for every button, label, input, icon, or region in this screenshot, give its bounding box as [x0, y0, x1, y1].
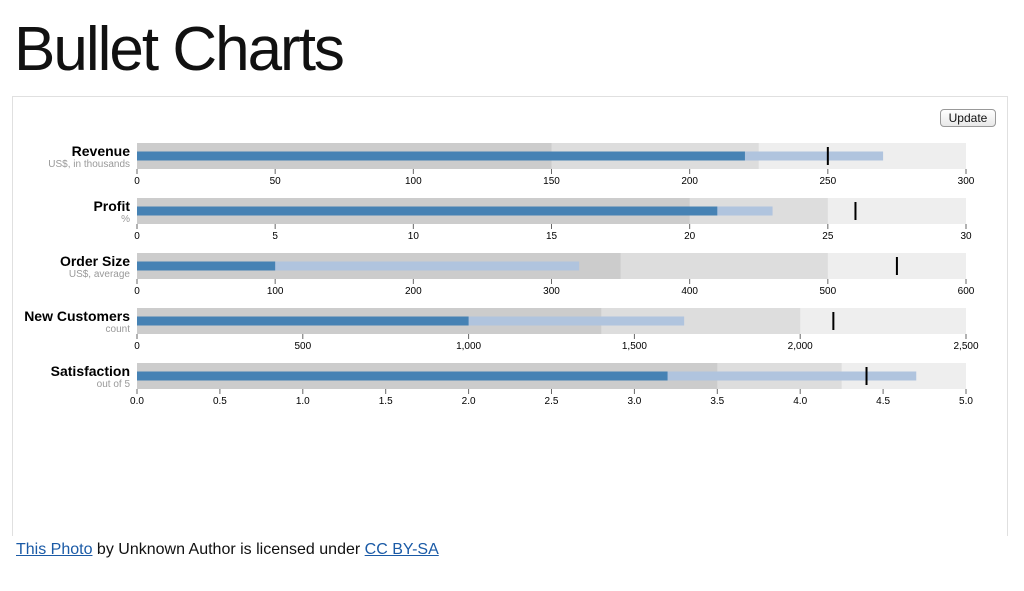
- satisfaction-tick-label: 0.0: [130, 396, 144, 407]
- order-size-measure-actual: [137, 261, 276, 271]
- satisfaction-measure-actual: [137, 371, 668, 381]
- profit-tick-label: 5: [272, 231, 278, 242]
- satisfaction-tick-label: 4.0: [793, 396, 807, 407]
- profit-measure-actual: [137, 206, 718, 216]
- satisfaction-subtitle: out of 5: [97, 379, 131, 390]
- new-customers-tick-label: 2,000: [788, 341, 813, 352]
- satisfaction-tick-label: 2.5: [545, 396, 559, 407]
- revenue-tick-label: 0: [134, 176, 140, 187]
- license-link[interactable]: CC BY-SA: [364, 541, 439, 558]
- order-size-tick-label: 600: [958, 286, 975, 297]
- new-customers-measure-actual: [137, 316, 469, 326]
- photo-link[interactable]: This Photo: [16, 541, 93, 558]
- new-customers-tick-label: 500: [294, 341, 311, 352]
- order-size-tick-label: 300: [543, 286, 560, 297]
- page-title: Bullet Charts: [14, 15, 345, 84]
- new-customers-tick-label: 1,500: [622, 341, 647, 352]
- order-size-tick-label: 400: [681, 286, 698, 297]
- order-size-subtitle: US$, average: [69, 269, 131, 280]
- revenue-measure-actual: [137, 151, 745, 161]
- new-customers-tick-label: 0: [134, 341, 140, 352]
- profit-tick-label: 0: [134, 231, 140, 242]
- profit-subtitle: %: [121, 214, 130, 225]
- revenue-tick-label: 100: [405, 176, 422, 187]
- profit-tick-label: 20: [684, 231, 696, 242]
- revenue-title: Revenue: [72, 143, 131, 159]
- order-size-tick-label: 100: [267, 286, 284, 297]
- credit-text: by Unknown Author is licensed under: [92, 541, 365, 558]
- order-size-title: Order Size: [60, 253, 130, 269]
- order-size-tick-label: 500: [819, 286, 836, 297]
- revenue-tick-label: 150: [543, 176, 560, 187]
- revenue-tick-label: 300: [958, 176, 975, 187]
- satisfaction-tick-label: 2.0: [462, 396, 476, 407]
- new-customers-tick-label: 2,500: [953, 341, 978, 352]
- new-customers-title: New Customers: [24, 308, 130, 324]
- image-credit: This Photo by Unknown Author is licensed…: [16, 541, 439, 559]
- order-size-tick-label: 0: [134, 286, 140, 297]
- new-customers-subtitle: count: [106, 324, 131, 335]
- profit-tick-label: 10: [408, 231, 420, 242]
- revenue-subtitle: US$, in thousands: [48, 159, 130, 170]
- satisfaction-tick-label: 4.5: [876, 396, 890, 407]
- profit-tick-label: 15: [546, 231, 558, 242]
- profit-tick-label: 25: [822, 231, 834, 242]
- satisfaction-tick-label: 5.0: [959, 396, 973, 407]
- satisfaction-tick-label: 1.5: [379, 396, 393, 407]
- order-size-measure-projected: [137, 261, 580, 271]
- satisfaction-tick-label: 3.0: [627, 396, 641, 407]
- satisfaction-tick-label: 1.0: [296, 396, 310, 407]
- profit-title: Profit: [93, 198, 130, 214]
- revenue-tick-label: 200: [681, 176, 698, 187]
- revenue-tick-label: 50: [270, 176, 282, 187]
- satisfaction-tick-label: 0.5: [213, 396, 227, 407]
- revenue-tick-label: 250: [819, 176, 836, 187]
- profit-tick-label: 30: [960, 231, 972, 242]
- new-customers-tick-label: 1,000: [456, 341, 481, 352]
- order-size-tick-label: 200: [405, 286, 422, 297]
- update-button[interactable]: Update: [940, 109, 996, 127]
- satisfaction-title: Satisfaction: [51, 363, 130, 379]
- satisfaction-tick-label: 3.5: [710, 396, 724, 407]
